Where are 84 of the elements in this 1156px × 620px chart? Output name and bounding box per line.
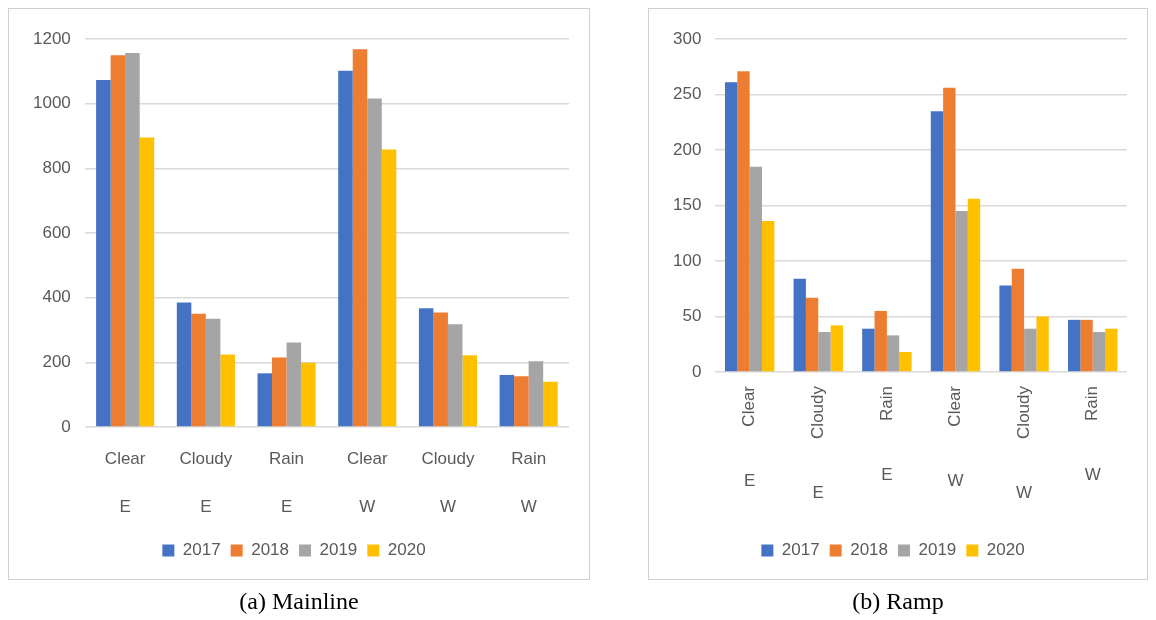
y-tick-label: 600	[42, 222, 71, 242]
y-tick-label: 300	[672, 28, 702, 48]
bar	[999, 285, 1012, 372]
bar	[737, 71, 750, 372]
bar	[1036, 316, 1049, 372]
bar	[793, 278, 806, 372]
bar	[352, 49, 368, 427]
category-label: Cloudy E	[179, 449, 233, 517]
category-label: Clear W	[945, 386, 965, 490]
category-label: Rain E	[876, 386, 896, 485]
bar	[338, 70, 353, 427]
bar	[1105, 328, 1118, 372]
bar	[1068, 319, 1081, 372]
y-tick-label: 100	[672, 250, 702, 270]
category-label: Cloudy W	[1013, 386, 1033, 503]
bar	[110, 55, 126, 427]
bar	[1092, 332, 1106, 372]
bar	[724, 82, 738, 372]
category-label: Rain W	[511, 449, 547, 517]
bar	[176, 302, 192, 427]
bar	[139, 137, 155, 427]
bar	[433, 312, 448, 427]
bar	[749, 166, 763, 372]
y-tick-label: 0	[61, 416, 71, 436]
bar	[1024, 328, 1037, 372]
bar	[1011, 268, 1025, 372]
category-label: Clear E	[104, 449, 146, 517]
category-label: Rain E	[269, 449, 305, 517]
bar	[381, 149, 397, 427]
y-tick-label: 0	[691, 361, 702, 381]
bar	[967, 198, 981, 372]
bar	[943, 87, 956, 372]
bar	[528, 361, 544, 427]
bar	[96, 80, 111, 427]
legend-label: 2019	[319, 540, 358, 560]
bar	[205, 318, 221, 427]
bar	[886, 335, 900, 372]
bar	[499, 374, 515, 427]
text: (b) Ramp	[851, 588, 945, 615]
bar	[899, 352, 912, 372]
y-tick-label: 1000	[32, 93, 71, 113]
bar	[955, 211, 968, 372]
bar	[462, 355, 478, 427]
legend-label: 2017	[182, 540, 221, 560]
y-tick-label: 800	[42, 158, 71, 178]
bar	[830, 325, 843, 372]
category-label: Clear E	[739, 386, 759, 490]
category-label: Cloudy E	[807, 386, 827, 503]
bar	[286, 342, 302, 427]
bar	[514, 376, 529, 427]
text: (a) Mainline	[238, 588, 360, 615]
bar	[805, 297, 819, 372]
legend-label: 2020	[387, 540, 426, 560]
bar	[874, 310, 887, 372]
y-tick-label: 150	[672, 195, 702, 215]
bar	[257, 373, 273, 427]
bar	[930, 111, 944, 372]
bar	[191, 313, 206, 427]
bar	[543, 381, 558, 427]
legend-label: 2017	[781, 540, 820, 560]
category-label: Clear W	[346, 449, 388, 517]
bar	[367, 98, 382, 427]
bar	[818, 332, 831, 372]
y-tick-label: 200	[42, 352, 71, 372]
legend-label: 2019	[918, 540, 957, 560]
bar	[220, 354, 235, 427]
y-tick-label: 1200	[32, 28, 71, 48]
bar	[272, 357, 287, 427]
bar	[418, 308, 434, 427]
legend-label: 2018	[251, 540, 290, 560]
y-tick-label: 400	[42, 287, 71, 307]
legend-label: 2020	[986, 540, 1025, 560]
bar	[762, 221, 775, 372]
bar	[1080, 319, 1093, 372]
category-label: Rain W	[1082, 386, 1102, 485]
legend-label: 2018	[850, 540, 889, 560]
y-tick-label: 250	[672, 84, 702, 104]
category-label: Cloudy W	[421, 449, 475, 517]
bar	[447, 324, 463, 427]
y-tick-label: 50	[682, 306, 702, 326]
bar	[125, 52, 140, 427]
bar	[301, 362, 316, 427]
y-tick-label: 200	[672, 139, 702, 159]
bar	[862, 328, 875, 372]
